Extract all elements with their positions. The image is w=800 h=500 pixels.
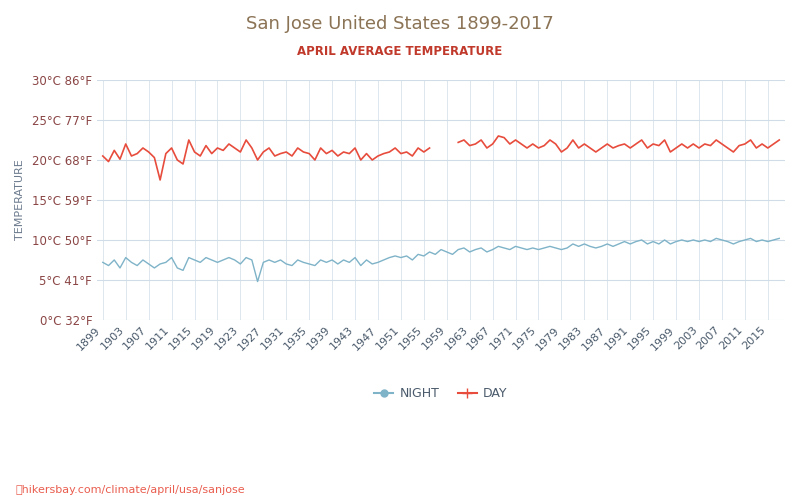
Text: San Jose United States 1899-2017: San Jose United States 1899-2017	[246, 15, 554, 33]
Text: 📍hikersbay.com/climate/april/usa/sanjose: 📍hikersbay.com/climate/april/usa/sanjose	[16, 485, 246, 495]
Y-axis label: TEMPERATURE: TEMPERATURE	[15, 160, 25, 240]
Legend: NIGHT, DAY: NIGHT, DAY	[370, 382, 513, 405]
Text: APRIL AVERAGE TEMPERATURE: APRIL AVERAGE TEMPERATURE	[298, 45, 502, 58]
